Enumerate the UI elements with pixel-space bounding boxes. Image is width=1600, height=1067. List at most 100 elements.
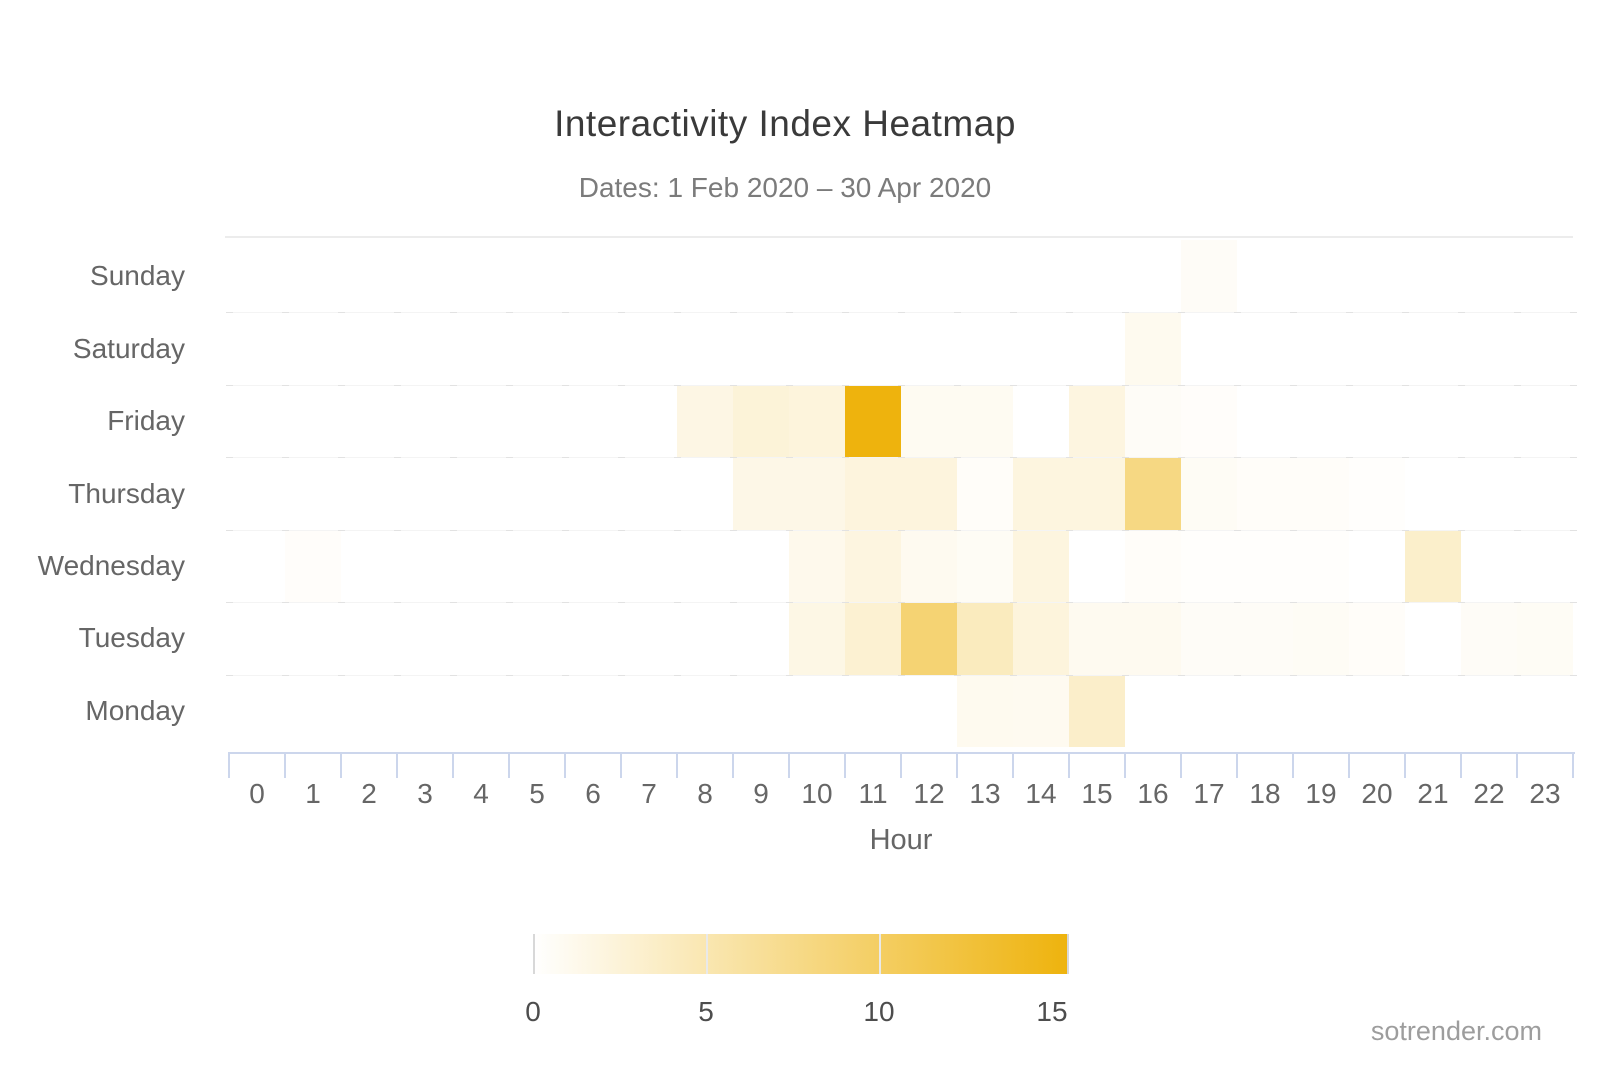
heatmap-cell[interactable]: [1349, 312, 1405, 385]
heatmap-cell[interactable]: [285, 312, 341, 385]
heatmap-cell[interactable]: [1013, 674, 1069, 747]
heatmap-cell[interactable]: [341, 674, 397, 747]
heatmap-cell[interactable]: [1125, 384, 1181, 458]
heatmap-cell[interactable]: [901, 240, 957, 313]
heatmap-cell[interactable]: [957, 384, 1013, 458]
heatmap-cell[interactable]: [229, 602, 285, 675]
heatmap-cell[interactable]: [1405, 384, 1461, 458]
heatmap-cell[interactable]: [1293, 457, 1349, 530]
heatmap-cell[interactable]: [565, 529, 621, 603]
heatmap-cell[interactable]: [733, 240, 789, 313]
heatmap-cell[interactable]: [397, 312, 453, 385]
heatmap-cell[interactable]: [1237, 674, 1293, 747]
heatmap-cell[interactable]: [845, 384, 901, 458]
heatmap-cell[interactable]: [453, 674, 509, 747]
heatmap-cell[interactable]: [565, 312, 621, 385]
heatmap-cell[interactable]: [565, 602, 621, 675]
heatmap-cell[interactable]: [1237, 312, 1293, 385]
heatmap-cell[interactable]: [509, 529, 565, 603]
heatmap-cell[interactable]: [733, 384, 789, 458]
heatmap-cell[interactable]: [229, 384, 285, 458]
heatmap-cell[interactable]: [901, 312, 957, 385]
heatmap-cell[interactable]: [621, 240, 677, 313]
heatmap-cell[interactable]: [1181, 529, 1237, 603]
heatmap-cell[interactable]: [1237, 529, 1293, 603]
heatmap-cell[interactable]: [1181, 457, 1237, 530]
heatmap-cell[interactable]: [621, 529, 677, 603]
heatmap-cell[interactable]: [845, 240, 901, 313]
heatmap-cell[interactable]: [397, 529, 453, 603]
heatmap-cell[interactable]: [789, 384, 845, 458]
heatmap-cell[interactable]: [229, 674, 285, 747]
heatmap-cell[interactable]: [1349, 240, 1405, 313]
heatmap-cell[interactable]: [621, 674, 677, 747]
heatmap-cell[interactable]: [733, 674, 789, 747]
heatmap-cell[interactable]: [789, 457, 845, 530]
heatmap-cell[interactable]: [285, 529, 341, 603]
heatmap-cell[interactable]: [1069, 602, 1125, 675]
heatmap-cell[interactable]: [957, 240, 1013, 313]
heatmap-cell[interactable]: [1125, 674, 1181, 747]
heatmap-cell[interactable]: [845, 457, 901, 530]
heatmap-cell[interactable]: [677, 457, 733, 530]
heatmap-cell[interactable]: [1013, 312, 1069, 385]
heatmap-cell[interactable]: [1237, 457, 1293, 530]
heatmap-cell[interactable]: [733, 457, 789, 530]
heatmap-cell[interactable]: [1517, 240, 1573, 313]
heatmap-cell[interactable]: [1461, 312, 1517, 385]
heatmap-cell[interactable]: [341, 240, 397, 313]
heatmap-cell[interactable]: [509, 602, 565, 675]
heatmap-cell[interactable]: [957, 312, 1013, 385]
heatmap-cell[interactable]: [341, 312, 397, 385]
heatmap-cell[interactable]: [733, 529, 789, 603]
heatmap-cell[interactable]: [845, 529, 901, 603]
heatmap-cell[interactable]: [509, 457, 565, 530]
heatmap-cell[interactable]: [1461, 529, 1517, 603]
heatmap-cell[interactable]: [789, 312, 845, 385]
heatmap-cell[interactable]: [565, 674, 621, 747]
heatmap-cell[interactable]: [1125, 312, 1181, 385]
heatmap-cell[interactable]: [1069, 457, 1125, 530]
heatmap-cell[interactable]: [789, 240, 845, 313]
heatmap-cell[interactable]: [229, 529, 285, 603]
heatmap-cell[interactable]: [1461, 602, 1517, 675]
heatmap-cell[interactable]: [397, 602, 453, 675]
heatmap-cell[interactable]: [1517, 674, 1573, 747]
heatmap-cell[interactable]: [957, 457, 1013, 530]
heatmap-cell[interactable]: [1069, 674, 1125, 747]
heatmap-cell[interactable]: [509, 240, 565, 313]
heatmap-cell[interactable]: [1405, 602, 1461, 675]
heatmap-cell[interactable]: [1293, 312, 1349, 385]
heatmap-cell[interactable]: [285, 240, 341, 313]
heatmap-cell[interactable]: [677, 384, 733, 458]
heatmap-cell[interactable]: [397, 384, 453, 458]
heatmap-cell[interactable]: [453, 457, 509, 530]
heatmap-cell[interactable]: [453, 312, 509, 385]
heatmap-cell[interactable]: [1461, 457, 1517, 530]
heatmap-cell[interactable]: [1237, 384, 1293, 458]
heatmap-cell[interactable]: [1405, 457, 1461, 530]
heatmap-cell[interactable]: [397, 674, 453, 747]
heatmap-cell[interactable]: [453, 529, 509, 603]
heatmap-cell[interactable]: [341, 384, 397, 458]
heatmap-cell[interactable]: [845, 312, 901, 385]
heatmap-cell[interactable]: [565, 457, 621, 530]
heatmap-cell[interactable]: [1237, 602, 1293, 675]
heatmap-cell[interactable]: [1405, 674, 1461, 747]
heatmap-cell[interactable]: [1405, 312, 1461, 385]
heatmap-cell[interactable]: [677, 529, 733, 603]
heatmap-cell[interactable]: [1461, 384, 1517, 458]
heatmap-cell[interactable]: [1013, 384, 1069, 458]
heatmap-cell[interactable]: [1013, 602, 1069, 675]
heatmap-cell[interactable]: [565, 384, 621, 458]
heatmap-cell[interactable]: [1293, 240, 1349, 313]
heatmap-cell[interactable]: [509, 384, 565, 458]
heatmap-cell[interactable]: [1461, 674, 1517, 747]
heatmap-cell[interactable]: [1293, 674, 1349, 747]
heatmap-cell[interactable]: [1125, 457, 1181, 530]
heatmap-cell[interactable]: [733, 312, 789, 385]
heatmap-cell[interactable]: [1069, 312, 1125, 385]
heatmap-cell[interactable]: [285, 384, 341, 458]
heatmap-cell[interactable]: [621, 384, 677, 458]
heatmap-cell[interactable]: [1125, 240, 1181, 313]
